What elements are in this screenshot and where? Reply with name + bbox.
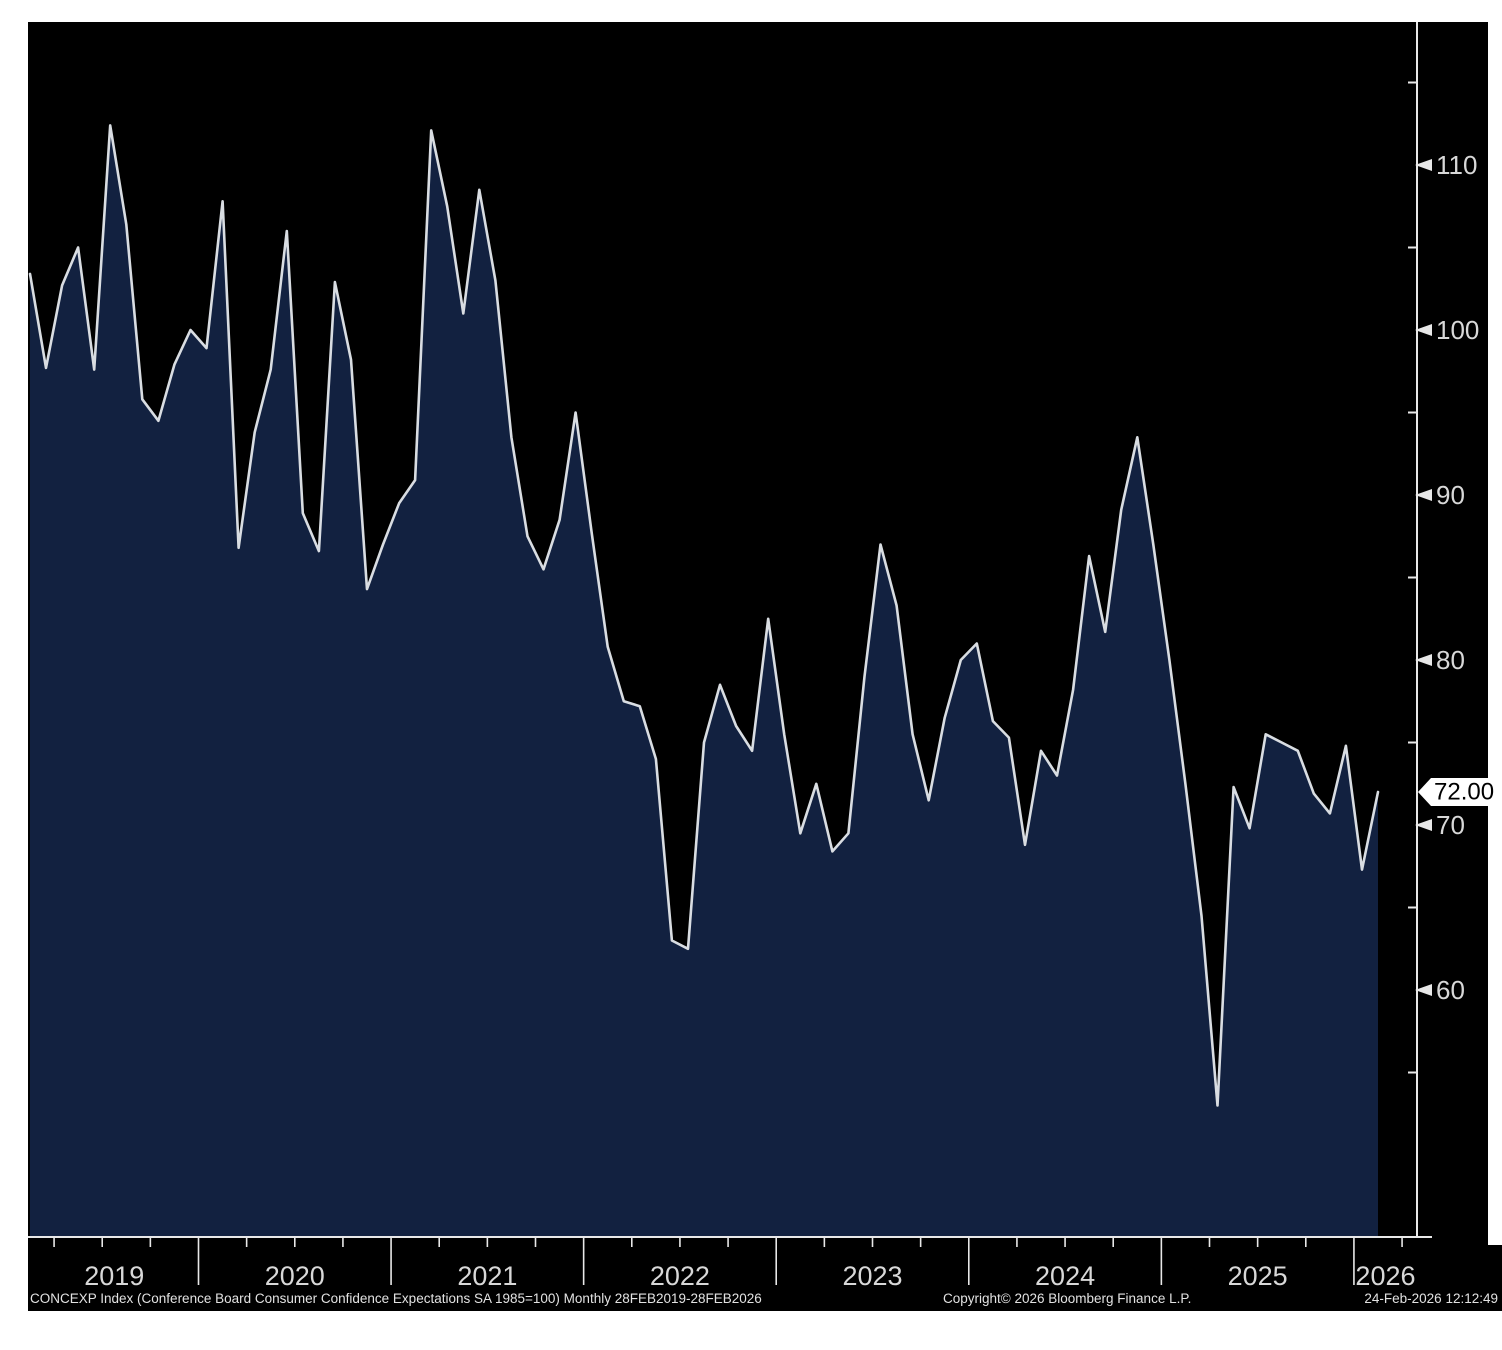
x-axis-year-label-2024: 2024 bbox=[1035, 1261, 1095, 1291]
last-value-tag bbox=[1418, 778, 1499, 806]
y-major-tick-icon bbox=[1415, 819, 1432, 831]
x-axis-year-label-2026: 2026 bbox=[1355, 1261, 1415, 1291]
x-axis-year-label-2021: 2021 bbox=[457, 1261, 517, 1291]
y-major-tick-icon bbox=[1415, 489, 1432, 501]
y-major-tick-icon bbox=[1415, 984, 1432, 996]
timestamp: 24-Feb-2026 12:12:49 bbox=[1364, 1291, 1498, 1306]
x-axis-year-label-2019: 2019 bbox=[84, 1261, 144, 1291]
chart-description: CONCEXP Index (Conference Board Consumer… bbox=[30, 1291, 762, 1306]
y-axis-label-90: 90 bbox=[1436, 480, 1465, 510]
x-axis-year-label-2025: 2025 bbox=[1228, 1261, 1288, 1291]
y-axis-label-60: 60 bbox=[1436, 975, 1465, 1005]
y-major-tick-icon bbox=[1415, 324, 1432, 336]
x-axis-year-label-2022: 2022 bbox=[650, 1261, 710, 1291]
y-axis-label-80: 80 bbox=[1436, 645, 1465, 675]
right-margin bbox=[1488, 0, 1502, 1245]
copyright-notice: Copyright© 2026 Bloomberg Finance L.P. bbox=[943, 1291, 1192, 1306]
last-value-label: 72.00 bbox=[1434, 779, 1494, 806]
x-axis-year-label-2023: 2023 bbox=[842, 1261, 902, 1291]
y-axis-label-100: 100 bbox=[1436, 315, 1479, 345]
y-major-tick-icon bbox=[1415, 159, 1432, 171]
series-line bbox=[28, 124, 1380, 1107]
y-axis-label-70: 70 bbox=[1436, 810, 1465, 840]
y-major-tick-icon bbox=[1415, 654, 1432, 666]
y-axis-label-110: 110 bbox=[1436, 150, 1477, 180]
series-area-fill bbox=[30, 125, 1378, 1237]
x-axis-year-label-2020: 2020 bbox=[265, 1261, 325, 1291]
